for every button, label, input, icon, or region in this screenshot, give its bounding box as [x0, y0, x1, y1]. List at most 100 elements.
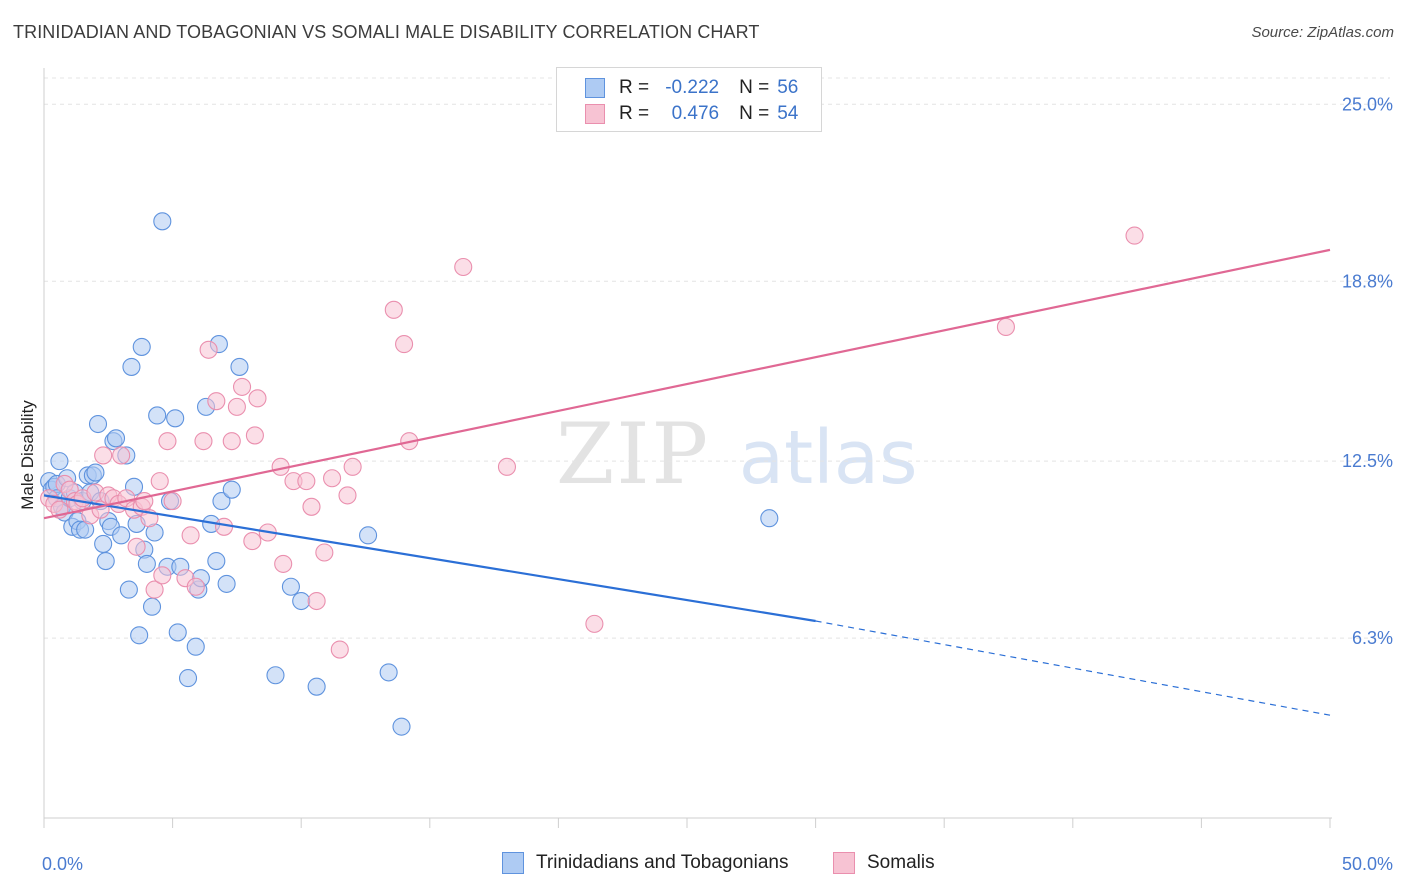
blue-data-point: [166, 409, 185, 428]
pink-data-point: [315, 543, 334, 562]
legend-n-label: N =: [739, 77, 770, 98]
pink-data-point: [232, 377, 252, 396]
blue-data-point: [50, 452, 69, 471]
y-axis-label: Male Disability: [18, 400, 37, 510]
correlation-legend: R = -0.222 N = 56 R = 0.476 N = 54: [556, 67, 822, 132]
blue-data-point: [186, 637, 205, 656]
pink-data-point: [112, 446, 131, 465]
blue-data-point: [307, 677, 326, 696]
pink-data-point: [330, 640, 349, 659]
legend-row-blue: R = -0.222 N = 56: [585, 77, 798, 99]
blue-data-point: [168, 623, 187, 642]
blue-data-point: [94, 534, 113, 553]
pink-data-point: [1125, 226, 1144, 245]
series-legend-blue: Trinidadians and Tobagonians: [502, 852, 788, 874]
blue-data-point: [119, 580, 138, 599]
blue-data-point: [379, 663, 398, 682]
blue-data-point: [137, 554, 156, 573]
pink-data-point: [454, 257, 473, 277]
pink-data-point: [145, 580, 164, 599]
blue-data-point: [112, 526, 131, 545]
pink-data-point: [207, 392, 226, 411]
pink-data-point: [222, 432, 241, 451]
legend-n-value-pink: 54: [777, 103, 799, 124]
pink-data-point: [384, 300, 403, 319]
series-name-blue: Trinidadians and Tobagonians: [536, 852, 789, 873]
blue-data-point: [153, 212, 172, 231]
blue-data-point: [230, 357, 249, 376]
blue-data-point: [106, 429, 126, 448]
blue-data-point: [217, 574, 236, 593]
pink-data-point: [585, 614, 604, 633]
pink-data-point: [245, 426, 264, 445]
pink-data-point: [150, 472, 169, 491]
blue-data-point: [207, 552, 226, 571]
pink-data-point: [243, 532, 262, 551]
blue-data-point: [96, 552, 115, 571]
blue-data-point: [222, 480, 241, 499]
pink-data-point: [199, 340, 218, 359]
series-name-pink: Somalis: [867, 852, 935, 873]
blue-data-point: [142, 597, 162, 616]
pink-data-point: [153, 566, 172, 585]
y-tick-label: 12.5%: [1342, 451, 1393, 471]
pink-data-point: [181, 526, 200, 545]
legend-n-value-blue: 56: [777, 77, 799, 98]
legend-r-label: R =: [619, 103, 650, 124]
x-tick-label: 0.0%: [42, 854, 83, 874]
blue-data-point: [292, 591, 311, 611]
legend-swatch-blue: [585, 78, 605, 98]
series-swatch-pink: [833, 852, 855, 874]
y-tick-label: 18.8%: [1342, 271, 1393, 291]
watermark: ZIP atlas: [556, 405, 918, 503]
blue-trend-extension: [815, 620, 1331, 716]
pink-trend-line: [43, 248, 1331, 520]
series-legend-pink: Somalis: [833, 852, 935, 874]
blue-trend-line: [43, 494, 816, 623]
blue-data-point: [212, 492, 231, 511]
legend-r-value-blue: -0.222: [665, 77, 720, 98]
pink-data-point: [214, 517, 234, 536]
pink-data-point: [94, 446, 113, 465]
legend-n-label: N =: [739, 103, 770, 124]
blue-data-point: [359, 526, 378, 545]
blue-data-point: [132, 337, 151, 356]
pink-data-point: [996, 317, 1015, 336]
pink-data-point: [307, 591, 326, 611]
y-tick-label: 6.3%: [1352, 628, 1393, 648]
legend-swatch-pink: [585, 104, 605, 124]
legend-r-value-pink: 0.476: [671, 103, 720, 124]
y-tick-label: 25.0%: [1342, 94, 1393, 114]
source-credit: Source: ZipAtlas.com: [1251, 24, 1394, 41]
chart-title: TRINIDADIAN AND TOBAGONIAN VS SOMALI MAL…: [13, 22, 760, 42]
blue-data-point: [86, 463, 105, 482]
pink-data-point: [248, 389, 267, 408]
legend-r-label: R =: [619, 77, 650, 98]
blue-data-point: [122, 357, 141, 376]
x-tick-label: 50.0%: [1342, 854, 1393, 874]
watermark-atlas: atlas: [738, 415, 918, 501]
pink-data-point: [163, 492, 182, 511]
blue-data-point: [281, 577, 300, 596]
pink-data-point: [302, 497, 321, 516]
watermark-zip: ZIP: [556, 405, 711, 503]
blue-data-point: [88, 414, 108, 434]
pink-data-point: [395, 335, 414, 354]
pink-data-point: [343, 457, 362, 476]
blue-data-point: [148, 406, 167, 425]
blue-data-point: [178, 669, 198, 688]
pink-data-point: [497, 457, 517, 476]
pink-data-point: [274, 554, 293, 573]
pink-data-point: [323, 469, 342, 488]
pink-data-point: [158, 432, 177, 451]
pink-data-point: [194, 432, 213, 451]
pink-data-point: [297, 472, 316, 491]
blue-data-point: [760, 509, 779, 528]
blue-data-point: [392, 717, 411, 736]
pink-data-point: [186, 577, 205, 596]
blue-data-point: [130, 626, 149, 645]
series-swatch-blue: [502, 852, 524, 874]
pink-data-point: [127, 537, 146, 556]
